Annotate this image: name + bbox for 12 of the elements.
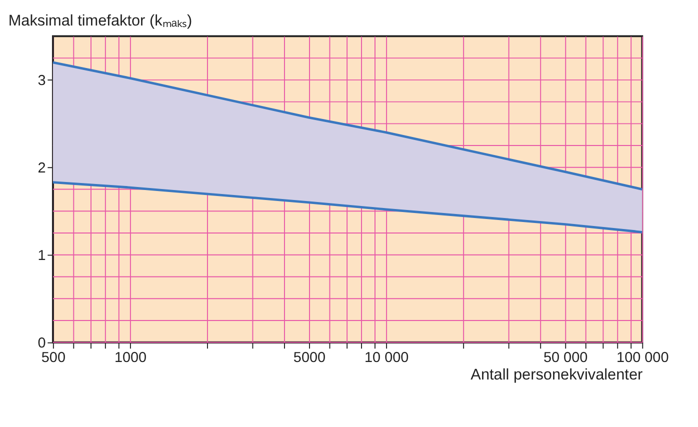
chart-title: Maksimal timefaktor (kₘₐₖₛ) bbox=[8, 12, 192, 30]
x-tick-label: 10 000 bbox=[364, 350, 409, 366]
x-tick-label: 500 bbox=[41, 350, 66, 366]
x-tick-label: 5000 bbox=[293, 350, 326, 366]
y-tick-label: 3 bbox=[38, 73, 46, 90]
x-axis-title: Antall personekvivalenter bbox=[470, 366, 643, 384]
y-tick-label: 0 bbox=[38, 336, 46, 352]
y-tick-label: 1 bbox=[38, 248, 46, 264]
x-tick-label: 1000 bbox=[114, 350, 147, 366]
x-tick-label: 100 000 bbox=[616, 350, 669, 366]
y-tick-label: 2 bbox=[38, 160, 46, 177]
x-tick-label: 50 000 bbox=[543, 350, 588, 366]
